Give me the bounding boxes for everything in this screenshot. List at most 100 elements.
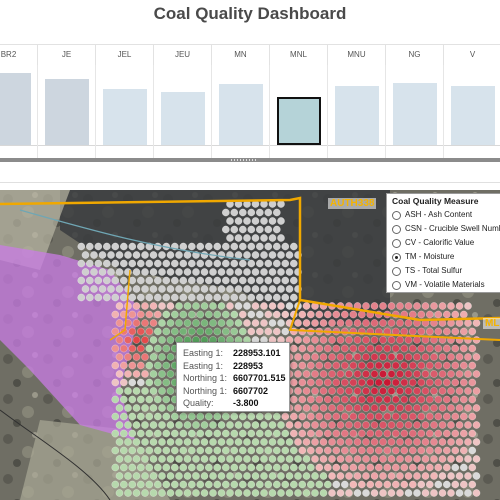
quality-point[interactable] (438, 353, 447, 361)
quality-point[interactable] (302, 438, 311, 446)
quality-point[interactable] (145, 412, 154, 421)
quality-point[interactable] (196, 412, 205, 421)
quality-point[interactable] (323, 480, 332, 489)
quality-point[interactable] (357, 361, 366, 370)
quality-point[interactable] (345, 472, 353, 480)
quality-point[interactable] (289, 276, 298, 285)
quality-point[interactable] (200, 251, 209, 259)
quality-point[interactable] (400, 412, 409, 421)
quality-point[interactable] (383, 344, 392, 353)
quality-point[interactable] (120, 361, 128, 370)
quality-point[interactable] (302, 319, 311, 327)
quality-point[interactable] (115, 404, 124, 412)
quality-point[interactable] (332, 446, 341, 455)
quality-point[interactable] (251, 285, 260, 293)
quality-point[interactable] (413, 302, 421, 310)
quality-point[interactable] (285, 421, 294, 429)
quality-point[interactable] (311, 455, 319, 463)
quality-point[interactable] (323, 429, 332, 438)
quality-point[interactable] (166, 404, 175, 412)
quality-point[interactable] (124, 438, 132, 446)
quality-point[interactable] (374, 480, 383, 489)
quality-point[interactable] (387, 336, 396, 344)
quality-point[interactable] (383, 446, 392, 455)
quality-point[interactable] (298, 446, 307, 455)
quality-point[interactable] (451, 480, 460, 489)
quality-point[interactable] (306, 395, 315, 404)
quality-point[interactable] (289, 463, 298, 472)
quality-point[interactable] (430, 353, 438, 361)
quality-point[interactable] (434, 446, 443, 455)
quality-point[interactable] (153, 327, 162, 336)
quality-point[interactable] (281, 276, 290, 285)
quality-point[interactable] (264, 429, 273, 438)
quality-point[interactable] (166, 489, 175, 497)
quality-point[interactable] (447, 438, 455, 446)
quality-point[interactable] (306, 429, 315, 438)
quality-point[interactable] (302, 421, 311, 429)
quality-point[interactable] (264, 446, 273, 455)
quality-point[interactable] (400, 378, 409, 387)
quality-point[interactable] (170, 480, 179, 489)
quality-point[interactable] (430, 472, 438, 480)
quality-point[interactable] (268, 489, 277, 497)
quality-point[interactable] (289, 242, 298, 251)
quality-point[interactable] (306, 412, 315, 421)
quality-point[interactable] (132, 336, 141, 344)
quality-point[interactable] (451, 446, 460, 455)
quality-point[interactable] (298, 480, 307, 489)
quality-point[interactable] (357, 378, 366, 387)
quality-point[interactable] (153, 395, 162, 404)
quality-point[interactable] (311, 404, 319, 412)
quality-point[interactable] (413, 421, 421, 429)
quality-point[interactable] (340, 429, 349, 438)
quality-point[interactable] (221, 412, 230, 421)
quality-point[interactable] (149, 370, 158, 378)
quality-point[interactable] (319, 387, 328, 395)
legend-option-cv[interactable]: CV - Calorific Value (392, 236, 500, 250)
quality-point[interactable] (319, 336, 328, 344)
quality-point[interactable] (442, 395, 451, 404)
quality-point[interactable] (277, 268, 285, 276)
quality-point[interactable] (209, 438, 217, 446)
quality-point[interactable] (255, 327, 264, 336)
quality-point[interactable] (158, 404, 166, 412)
quality-point[interactable] (430, 489, 438, 497)
seam-bar-mn[interactable] (219, 84, 263, 145)
quality-point[interactable] (374, 361, 383, 370)
quality-point[interactable] (153, 310, 162, 319)
quality-point[interactable] (153, 463, 162, 472)
quality-point[interactable] (268, 421, 277, 429)
quality-point[interactable] (132, 302, 141, 310)
quality-point[interactable] (336, 336, 345, 344)
quality-point[interactable] (285, 251, 294, 259)
quality-point[interactable] (391, 412, 400, 421)
quality-point[interactable] (353, 319, 362, 327)
quality-point[interactable] (425, 412, 434, 421)
quality-point[interactable] (438, 455, 447, 463)
quality-point[interactable] (247, 242, 256, 251)
quality-point[interactable] (145, 242, 154, 251)
quality-point[interactable] (136, 395, 145, 404)
quality-point[interactable] (77, 293, 86, 302)
quality-point[interactable] (396, 472, 404, 480)
quality-point[interactable] (353, 455, 362, 463)
quality-point[interactable] (226, 438, 234, 446)
quality-point[interactable] (468, 446, 477, 455)
quality-point[interactable] (179, 463, 188, 472)
quality-point[interactable] (374, 378, 383, 387)
quality-point[interactable] (472, 370, 481, 378)
quality-point[interactable] (166, 251, 175, 259)
quality-point[interactable] (413, 404, 421, 412)
quality-point[interactable] (294, 336, 302, 344)
quality-point[interactable] (459, 446, 468, 455)
quality-point[interactable] (319, 421, 328, 429)
quality-point[interactable] (417, 463, 426, 472)
quality-point[interactable] (204, 429, 213, 438)
quality-point[interactable] (153, 276, 162, 285)
quality-point[interactable] (204, 327, 213, 336)
quality-point[interactable] (128, 344, 137, 353)
quality-point[interactable] (289, 412, 298, 421)
quality-point[interactable] (442, 429, 451, 438)
quality-point[interactable] (362, 438, 370, 446)
